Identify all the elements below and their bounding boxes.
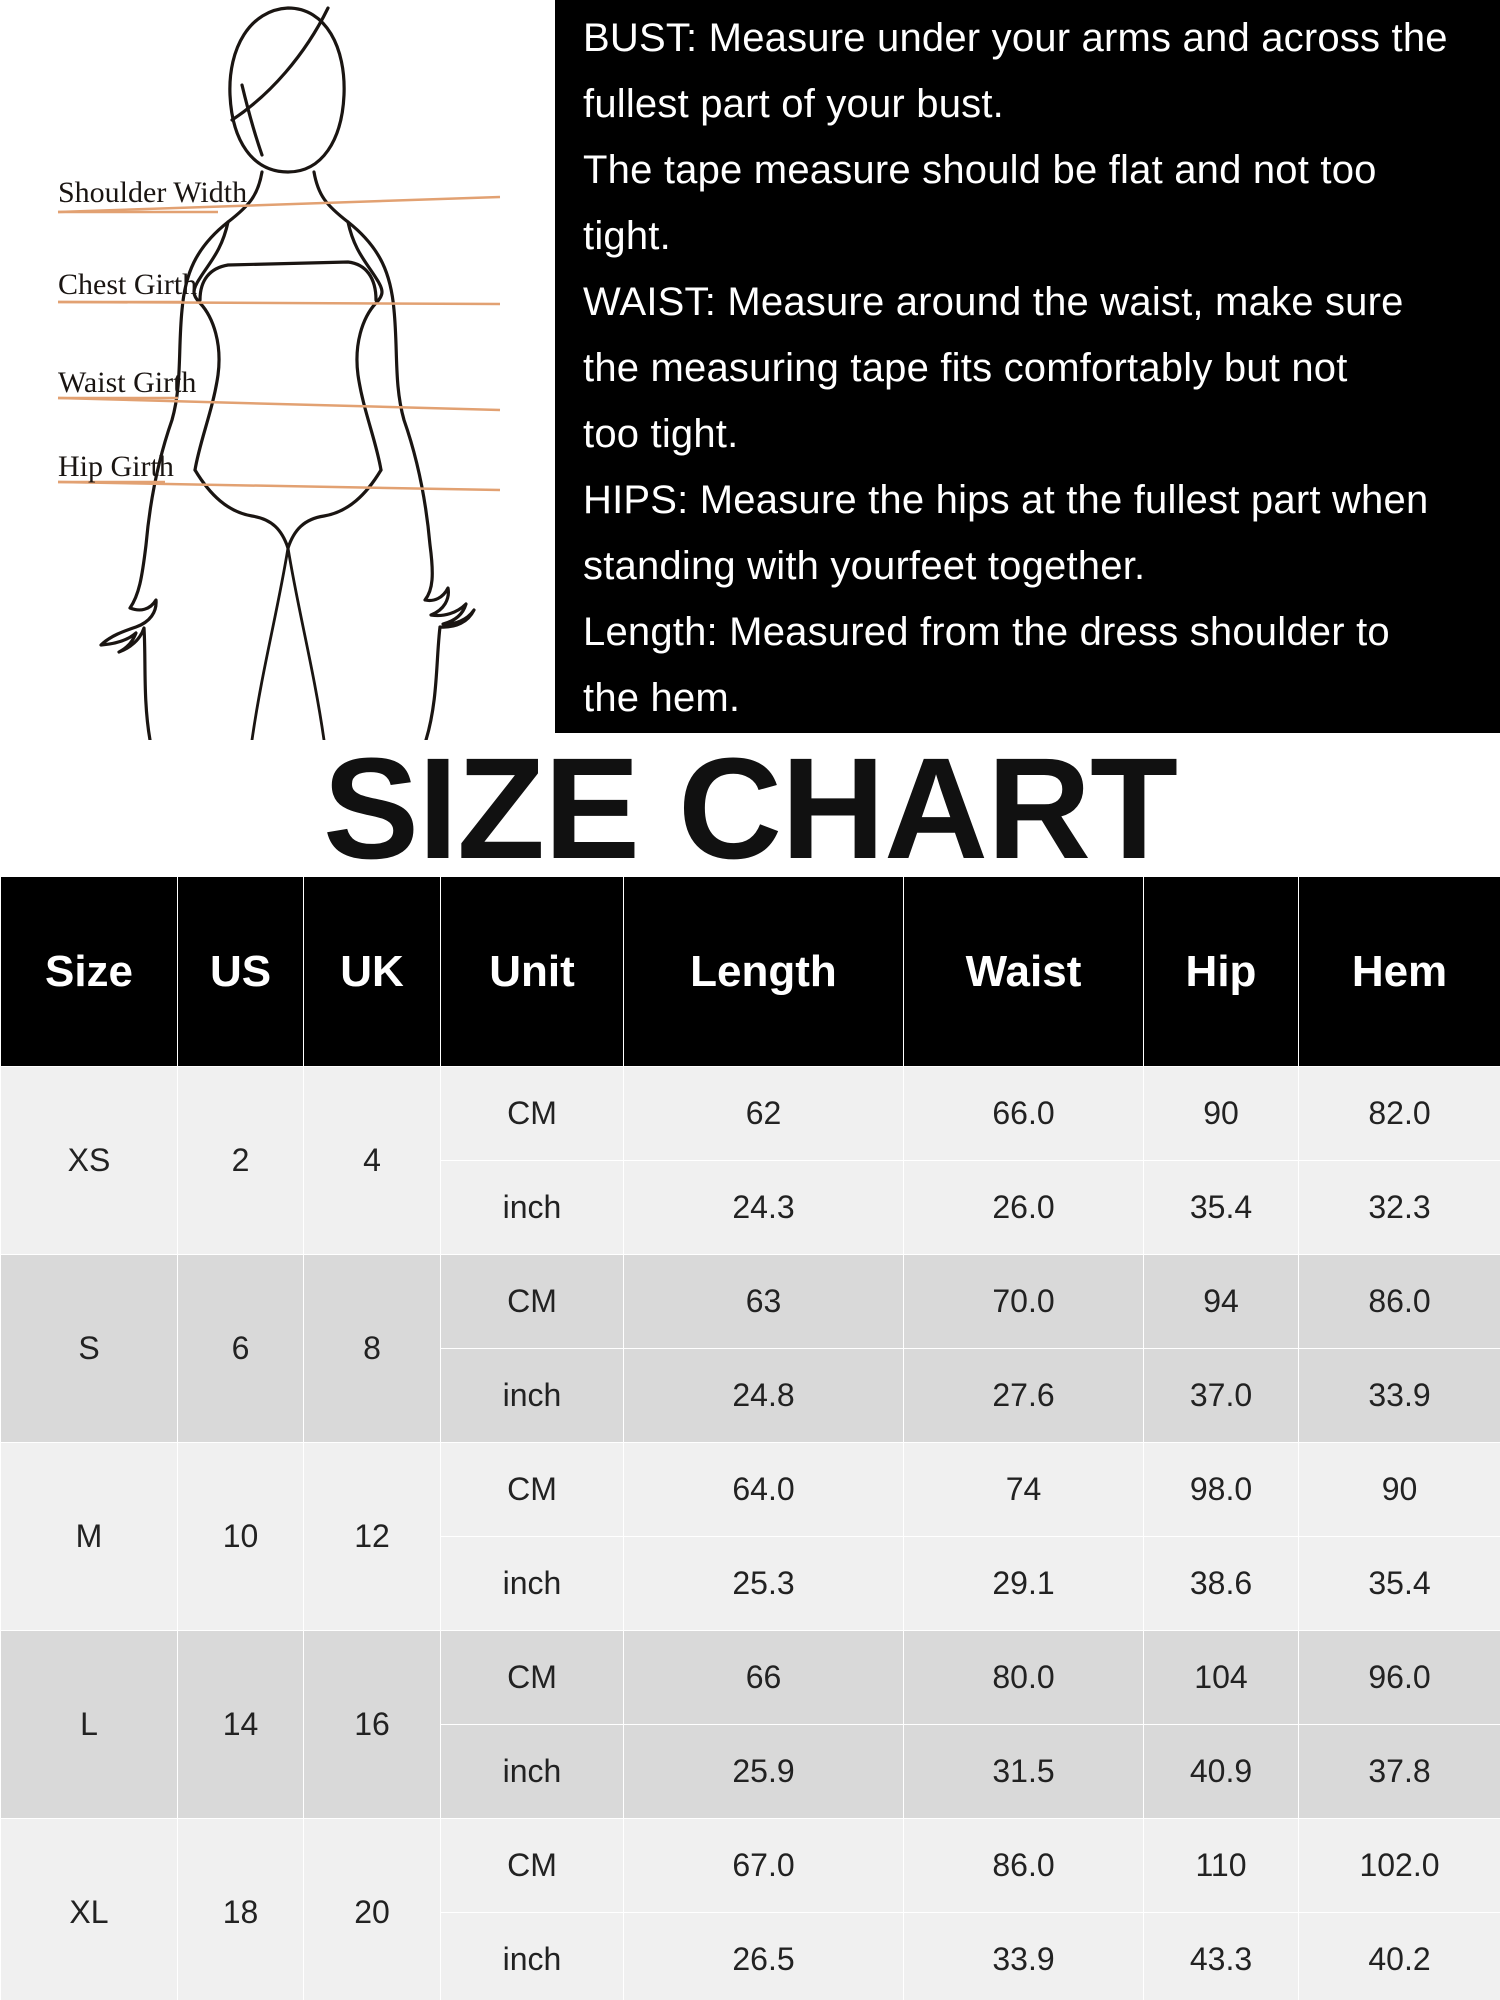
svg-text:Chest Girth: Chest Girth: [58, 268, 197, 301]
svg-text:Shoulder Width: Shoulder Width: [58, 176, 247, 209]
svg-text:Waist Girth: Waist Girth: [58, 366, 196, 399]
svg-text:Hip Girth: Hip Girth: [58, 450, 174, 483]
